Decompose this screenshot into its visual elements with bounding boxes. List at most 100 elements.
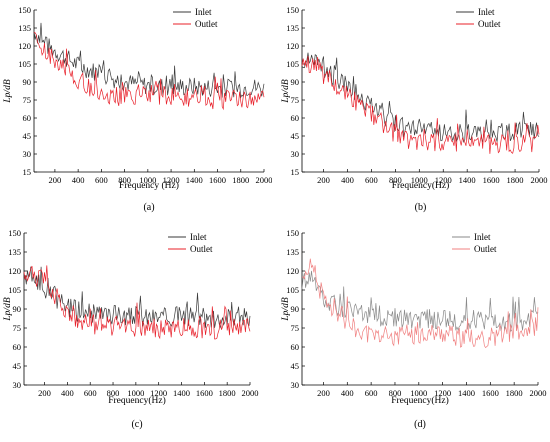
y-axis-label: Lp/dB <box>281 79 291 103</box>
x-tick-label: 1200 <box>435 175 452 185</box>
x-tick-label: 1000 <box>139 175 156 185</box>
chart-panel-d: 30 45 60 75 90 105 120 135 150 200 400 600 800 1000 12… <box>278 219 550 442</box>
y-tick-label: 60 <box>291 342 300 352</box>
x-tick-label: 1400 <box>458 388 475 398</box>
y-tick-label: 150 <box>286 228 299 238</box>
y-tick-label: 135 <box>286 23 299 33</box>
x-tick-label: 400 <box>341 388 354 398</box>
y-axis-label: Lp/dB <box>3 79 13 103</box>
chart-panel-b: 15 30 45 60 75 90 105 120 135 150 200 400 600 800 1000… <box>278 0 550 223</box>
x-tick-label: 1400 <box>459 175 476 185</box>
chart-d: 30 45 60 75 90 105 120 135 150 200 400 600 800 1000 12… <box>281 228 547 430</box>
chart-b: 15 30 45 60 75 90 105 120 135 150 200 400 600 800 1000… <box>281 5 548 213</box>
axes: 30 45 60 75 90 105 120 135 150 200 400 600 800 1000 12… <box>8 228 258 398</box>
y-tick-label: 60 <box>23 113 32 123</box>
y-tick-label: 135 <box>18 23 31 33</box>
x-axis-label: Frequency(Hz) <box>108 395 166 406</box>
y-tick-label: 105 <box>8 285 21 295</box>
y-tick-label: 45 <box>13 361 22 371</box>
x-tick-label: 1800 <box>232 175 249 185</box>
axes: 30 45 60 75 90 105 120 135 150 200 400 600 800 1000 12… <box>286 228 546 398</box>
legend-label: Inlet <box>190 232 207 242</box>
y-tick-label: 150 <box>18 5 31 15</box>
x-tick-label: 1400 <box>173 388 190 398</box>
series-line-inlet <box>301 270 539 332</box>
chart-c: 30 45 60 75 90 105 120 135 150 200 400 600 800 1000 12… <box>3 228 259 430</box>
y-tick-label: 120 <box>8 266 21 276</box>
legend-label: Inlet <box>195 7 212 17</box>
y-tick-label: 105 <box>286 59 299 69</box>
series-line-inlet <box>33 22 265 99</box>
legend: Inlet Outlet <box>168 232 213 254</box>
x-tick-label: 1000 <box>127 388 144 398</box>
x-tick-label: 1400 <box>186 175 203 185</box>
x-tick-label: 1200 <box>434 388 451 398</box>
x-tick-label: 200 <box>317 175 330 185</box>
x-tick-label: 2000 <box>530 388 547 398</box>
legend: Inlet Outlet <box>456 7 501 29</box>
y-tick-label: 30 <box>13 380 22 390</box>
chart-panel-c: 30 45 60 75 90 105 120 135 150 200 400 600 800 1000 12… <box>0 219 272 442</box>
x-tick-label: 1600 <box>483 175 500 185</box>
y-tick-label: 60 <box>13 342 22 352</box>
x-tick-label: 800 <box>389 388 402 398</box>
x-tick-label: 1800 <box>507 175 524 185</box>
legend: Inlet Outlet <box>173 7 218 29</box>
x-tick-label: 600 <box>365 388 378 398</box>
x-tick-label: 400 <box>61 388 74 398</box>
x-tick-label: 800 <box>107 388 120 398</box>
legend-label: Inlet <box>474 232 491 242</box>
y-tick-label: 135 <box>8 247 21 257</box>
legend-label: Outlet <box>190 244 213 254</box>
legend-label: Outlet <box>474 244 497 254</box>
series-line-outlet <box>33 31 265 111</box>
series-line-outlet <box>301 55 540 154</box>
y-tick-label: 30 <box>23 149 32 159</box>
x-tick-label: 1200 <box>163 175 180 185</box>
x-tick-label: 1600 <box>482 388 499 398</box>
y-tick-label: 135 <box>286 247 299 257</box>
x-axis-label: Frequency(Hz) <box>391 395 449 406</box>
x-tick-label: 600 <box>365 175 378 185</box>
y-axis-label: Lp/dB <box>281 297 291 321</box>
x-tick-label: 1600 <box>196 388 213 398</box>
series-line-inlet <box>301 52 540 144</box>
x-axis-label: Frequency (Hz) <box>119 180 179 191</box>
y-tick-label: 45 <box>23 131 32 141</box>
y-tick-label: 60 <box>291 113 300 123</box>
x-tick-label: 600 <box>95 175 108 185</box>
y-tick-label: 45 <box>291 361 300 371</box>
x-axis-label: Frequency(Hz) <box>392 180 450 191</box>
y-tick-label: 90 <box>291 304 300 314</box>
x-tick-label: 200 <box>38 388 51 398</box>
x-tick-label: 800 <box>389 175 402 185</box>
x-tick-label: 800 <box>118 175 131 185</box>
x-tick-label: 2000 <box>531 175 548 185</box>
axes: 15 30 45 60 75 90 105 120 135 150 200 400 600 800 1000… <box>286 5 547 185</box>
y-tick-label: 30 <box>291 149 300 159</box>
legend: Inlet Outlet <box>452 232 497 254</box>
y-tick-label: 90 <box>291 77 300 87</box>
chart-panel-a: 15 30 45 60 75 90 105 120 135 150 200 400 600 800 1000… <box>0 0 273 223</box>
y-tick-label: 75 <box>13 323 22 333</box>
chart-a: 15 30 45 60 75 90 105 120 135 150 200 400 600 800 1000… <box>3 5 273 213</box>
y-tick-label: 30 <box>291 380 300 390</box>
y-axis-label: Lp/dB <box>3 297 13 321</box>
x-tick-label: 2000 <box>256 175 273 185</box>
y-tick-label: 105 <box>286 285 299 295</box>
series-line-outlet <box>23 265 251 340</box>
y-tick-label: 45 <box>291 131 300 141</box>
panel-label: (a) <box>143 202 154 213</box>
x-tick-label: 1200 <box>150 388 167 398</box>
y-tick-label: 15 <box>23 167 32 177</box>
x-tick-label: 400 <box>72 175 85 185</box>
y-tick-label: 105 <box>18 59 31 69</box>
panel-label: (b) <box>415 202 427 213</box>
x-tick-label: 1600 <box>209 175 226 185</box>
legend-label: Inlet <box>478 7 495 17</box>
legend-label: Outlet <box>478 19 501 29</box>
x-tick-label: 2000 <box>242 388 259 398</box>
x-tick-label: 200 <box>317 388 330 398</box>
y-tick-label: 75 <box>291 323 300 333</box>
y-tick-label: 90 <box>13 304 22 314</box>
